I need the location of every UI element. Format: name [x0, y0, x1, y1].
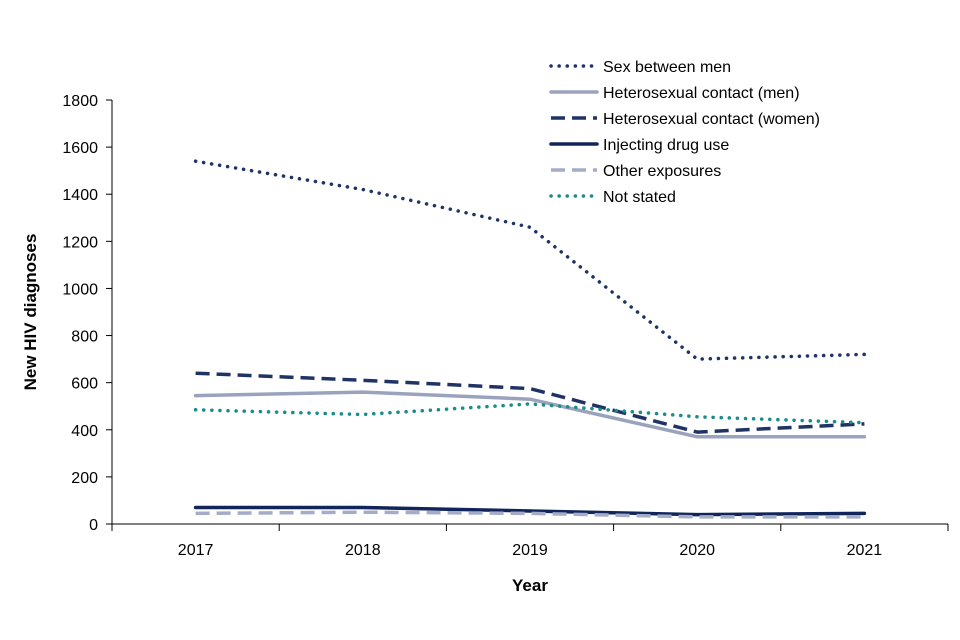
chart-axes — [106, 99, 949, 531]
series-line-sex-between-men — [193, 159, 867, 361]
series-line-injecting-drug-use — [193, 505, 867, 517]
y-tick-label: 1600 — [62, 140, 98, 157]
y-tick-label: 0 — [89, 517, 98, 534]
x-tick-label: 2019 — [512, 542, 548, 559]
y-tick-label: 600 — [71, 376, 98, 393]
legend-label-heterosexual-contact-men: Heterosexual contact (men) — [603, 85, 800, 102]
x-tick-label: 2017 — [178, 542, 214, 559]
y-tick-label: 400 — [71, 423, 98, 440]
series-line-heterosexual-contact-women — [195, 371, 865, 434]
y-tick-label: 200 — [71, 470, 98, 487]
series-line-heterosexual-contact-men — [193, 390, 867, 439]
x-tick-label: 2018 — [345, 542, 381, 559]
legend-label-sex-between-men: Sex between men — [603, 59, 731, 76]
series-line-other-exposures — [195, 510, 865, 519]
chart-tick-labels: 0 200 400 600 800 1000 1200 1400 1600 1800 2017 201… — [62, 93, 882, 559]
y-tick-label: 800 — [71, 329, 98, 346]
x-axis-title: Year — [512, 576, 548, 595]
legend-label-not-stated: Not stated — [603, 189, 676, 206]
y-tick-label: 1200 — [62, 234, 98, 251]
x-tick-label: 2021 — [847, 542, 883, 559]
chart-series — [193, 159, 867, 519]
y-tick-label: 1400 — [62, 187, 98, 204]
x-tick-label: 2020 — [679, 542, 715, 559]
legend-label-heterosexual-contact-women: Heterosexual contact (women) — [603, 111, 820, 128]
legend-label-other-exposures: Other exposures — [603, 163, 721, 180]
y-tick-label: 1000 — [62, 281, 98, 298]
chart-legend: Sex between men Heterosexual contact (men… — [549, 59, 820, 206]
y-axis-title: New HIV diagnoses — [21, 234, 40, 391]
series-line-not-stated — [193, 402, 867, 425]
legend-label-injecting-drug-use: Injecting drug use — [603, 137, 729, 154]
y-tick-label: 1800 — [62, 93, 98, 110]
